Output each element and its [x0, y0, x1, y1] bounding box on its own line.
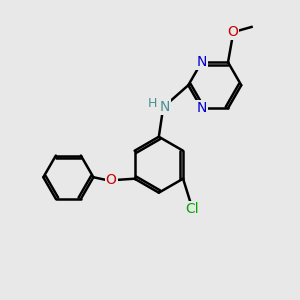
Text: Cl: Cl	[185, 202, 199, 216]
Text: O: O	[106, 173, 116, 187]
Text: O: O	[227, 25, 238, 39]
Text: N: N	[196, 55, 207, 69]
Text: N: N	[196, 101, 207, 115]
Text: N: N	[160, 100, 170, 114]
Text: H: H	[147, 97, 157, 110]
